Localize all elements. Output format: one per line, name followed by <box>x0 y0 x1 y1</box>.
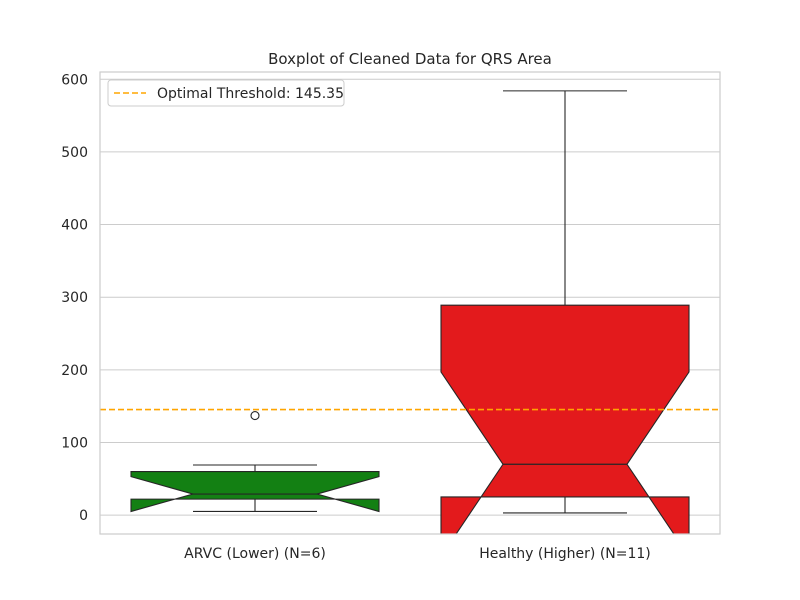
grid-lines <box>100 78 720 516</box>
y-tick-label-300: 300 <box>61 290 88 306</box>
chart-title: Boxplot of Cleaned Data for QRS Area <box>268 50 552 68</box>
outlier-0-0 <box>250 411 260 421</box>
x-axis: ARVC (Lower) (N=6) Healthy (Higher) (N=11… <box>184 546 651 562</box>
box-1 <box>440 304 690 534</box>
x-tick-label-1: Healthy (Higher) (N=11) <box>479 546 651 562</box>
x-tick-label-0: ARVC (Lower) (N=6) <box>184 546 326 562</box>
legend: Optimal Threshold: 145.35 <box>107 79 345 107</box>
legend-frame <box>107 79 345 107</box>
y-tick-label-600: 600 <box>61 72 88 88</box>
y-tick-label-400: 400 <box>61 218 88 234</box>
y-axis: 0 100 200 300 400 500 600 <box>61 72 88 524</box>
y-tick-label-500: 500 <box>61 145 88 161</box>
legend-threshold-label: Optimal Threshold: 145.35 <box>157 86 344 102</box>
y-tick-label-0: 0 <box>79 508 88 524</box>
y-tick-label-100: 100 <box>61 435 88 451</box>
box-0 <box>130 470 380 513</box>
y-tick-label-200: 200 <box>61 363 88 379</box>
boxes <box>130 90 690 534</box>
plot-frame <box>99 71 721 535</box>
